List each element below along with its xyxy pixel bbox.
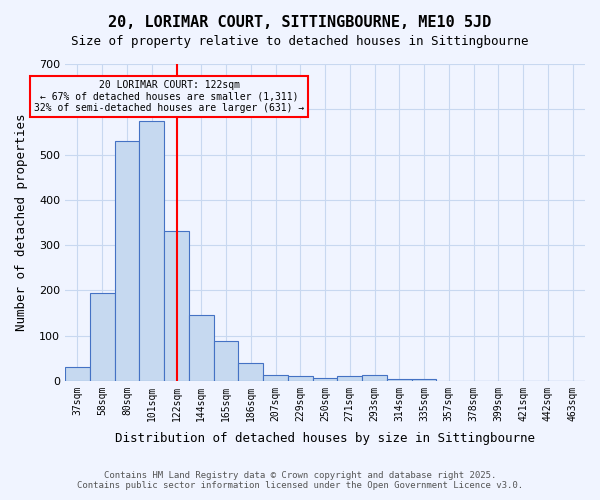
Bar [139,120,164,381]
Text: 20 LORIMAR COURT: 122sqm
← 67% of detached houses are smaller (1,311)
32% of sem: 20 LORIMAR COURT: 122sqm ← 67% of detach… [34,80,304,113]
Bar [288,376,313,381]
Bar [214,342,238,381]
Bar [412,378,436,381]
Y-axis label: Number of detached properties: Number of detached properties [15,114,28,331]
Bar [387,378,412,381]
Text: 20, LORIMAR COURT, SITTINGBOURNE, ME10 5JD: 20, LORIMAR COURT, SITTINGBOURNE, ME10 5… [109,15,491,30]
Bar [362,375,387,381]
Bar [164,232,189,381]
Bar [263,375,288,381]
Bar [65,367,90,381]
Text: Contains HM Land Registry data © Crown copyright and database right 2025.
Contai: Contains HM Land Registry data © Crown c… [77,470,523,490]
Bar [189,315,214,381]
X-axis label: Distribution of detached houses by size in Sittingbourne: Distribution of detached houses by size … [115,432,535,445]
Bar [238,362,263,381]
Bar [313,378,337,381]
Text: Size of property relative to detached houses in Sittingbourne: Size of property relative to detached ho… [71,35,529,48]
Bar [90,294,115,381]
Bar [115,141,139,381]
Bar [337,376,362,381]
